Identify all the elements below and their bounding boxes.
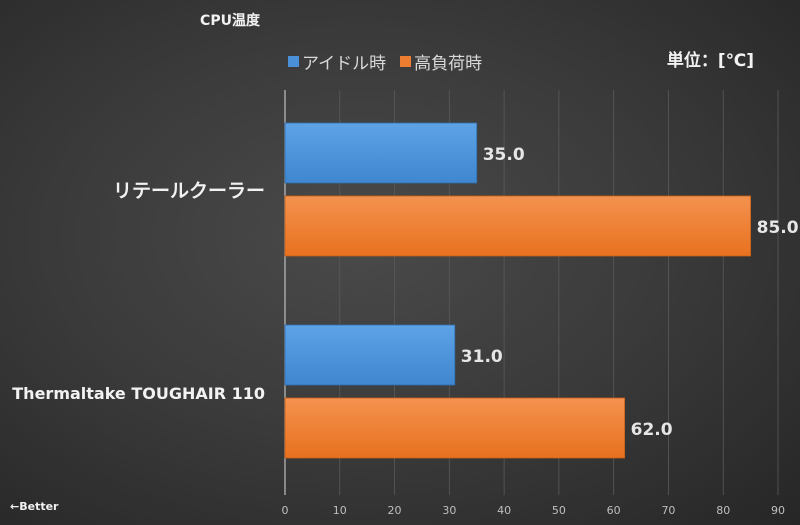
x-tick-label: 50 [552, 504, 566, 517]
legend-label-idle: アイドル時 [302, 54, 387, 74]
x-tick-label: 10 [333, 504, 347, 517]
data-label: 31.0 [461, 347, 503, 367]
data-label: 35.0 [483, 145, 525, 165]
bar-load-0 [284, 195, 752, 257]
legend-swatch-load [400, 56, 412, 67]
x-tick-label: 20 [388, 504, 402, 517]
bar-idle-0 [284, 122, 478, 184]
bar-load-1 [284, 397, 626, 459]
x-tick-label: 30 [442, 504, 456, 517]
unit-label: 単位：[℃] [666, 51, 754, 71]
category-label: Thermaltake TOUGHAIR 110 [12, 384, 265, 403]
legend-item-idle: アイドル時 [288, 49, 386, 74]
bar-idle-1 [284, 324, 456, 386]
legend: アイドル時 高負荷時 [288, 49, 482, 74]
legend-label-load: 高負荷時 [414, 54, 483, 74]
x-tick-label: 60 [607, 504, 621, 517]
x-tick-label: 0 [282, 504, 289, 517]
legend-swatch-idle [288, 56, 299, 67]
x-tick-label: 70 [661, 504, 675, 517]
x-tick-label: 90 [771, 504, 785, 517]
better-annotation: ←Better [10, 500, 59, 513]
legend-item-load: 高負荷時 [400, 49, 482, 74]
category-label: リテールクーラー [113, 180, 265, 202]
x-tick-label: 40 [497, 504, 511, 517]
chart-title: CPU温度 [200, 13, 260, 29]
data-label: 85.0 [757, 218, 799, 238]
x-tick-label: 80 [716, 504, 730, 517]
data-label: 62.0 [631, 420, 673, 440]
